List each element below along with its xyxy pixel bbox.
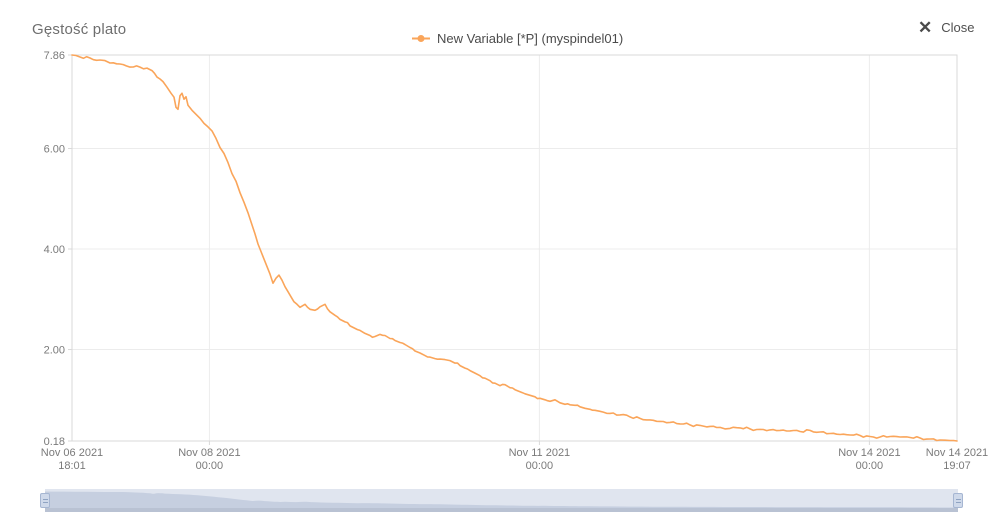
x-axis-tick-label: Nov 14 2021 00:00 [838,447,900,472]
page-title: Gęstość plato [32,21,127,38]
legend-item-label: New Variable [*P] (myspindel01) [437,31,624,46]
close-button-label: Close [941,20,975,35]
legend-marker-icon [412,35,430,42]
y-axis-tick-label: 2.00 [44,345,65,357]
series-line [71,54,958,442]
scrollbar-preview-chart [45,489,958,512]
y-axis-tick-label: 7.86 [44,50,65,62]
x-axis-tick-label: Nov 06 2021 18:01 [41,447,103,472]
close-button[interactable]: ✕ Close [918,19,975,36]
scrollbar-bottom-edge [45,508,958,512]
scrollbar-handle-right[interactable] [953,493,963,508]
scrollbar-handle-left[interactable] [40,493,50,508]
x-axis-tick-label: Nov 11 2021 00:00 [509,447,571,472]
y-axis-tick-label: 6.00 [44,143,65,155]
x-axis-tick-label: Nov 08 2021 00:00 [178,447,240,472]
plot-border [71,54,958,442]
y-axis-tick-label: 4.00 [44,244,65,256]
legend-item[interactable]: New Variable [*P] (myspindel01) [412,31,623,46]
scrollbar-track[interactable] [45,489,958,512]
scrollbar-area-fill [45,491,958,508]
x-axis-tick-label: Nov 14 2021 19:07 [926,447,988,472]
close-icon: ✕ [918,18,933,37]
y-axis-tick-label: 0.18 [44,436,65,448]
